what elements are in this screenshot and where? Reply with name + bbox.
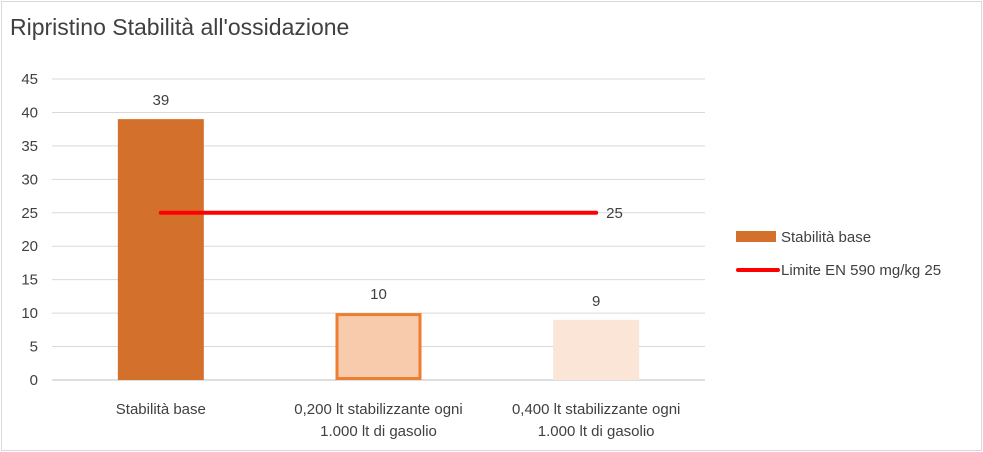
bar xyxy=(117,119,204,380)
legend-label-bar: Stabilità base xyxy=(781,229,871,246)
bar-data-label: 9 xyxy=(592,293,600,310)
y-tick-label: 20 xyxy=(21,238,38,255)
y-tick-label: 30 xyxy=(21,171,38,188)
limit-line-data-label: 25 xyxy=(606,205,623,222)
legend-label-line: Limite EN 590 mg/kg 25 xyxy=(781,262,941,279)
x-tick-label: 1.000 lt di gasolio xyxy=(320,423,437,440)
y-tick-label: 40 xyxy=(21,104,38,121)
legend-swatch-bar xyxy=(736,231,776,242)
y-tick-label: 25 xyxy=(21,205,38,222)
y-tick-label: 15 xyxy=(21,272,38,289)
x-tick-label: Stabilità base xyxy=(116,401,206,418)
y-tick-label: 0 xyxy=(30,372,38,389)
y-tick-label: 5 xyxy=(30,339,38,356)
bar-data-label: 39 xyxy=(152,92,169,109)
y-tick-label: 10 xyxy=(21,305,38,322)
chart-title: Ripristino Stabilità all'ossidazione xyxy=(10,14,350,40)
bar xyxy=(335,313,422,381)
bar-data-label: 10 xyxy=(370,286,387,303)
y-tick-label: 35 xyxy=(21,138,38,155)
x-tick-label: 0,200 lt stabilizzante ogni xyxy=(294,401,462,418)
x-tick-label: 1.000 lt di gasolio xyxy=(538,423,655,440)
bar xyxy=(553,319,640,380)
y-tick-label: 45 xyxy=(21,71,38,88)
x-tick-label: 0,400 lt stabilizzante ogni xyxy=(512,401,680,418)
